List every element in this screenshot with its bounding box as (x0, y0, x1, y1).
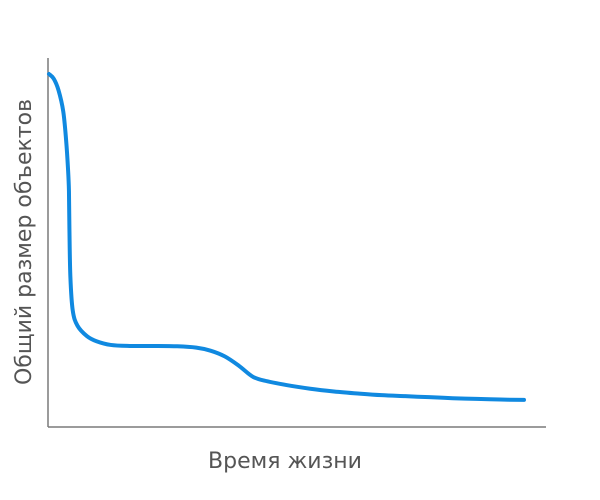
series-layer (47, 72, 526, 402)
x-axis-title: Время жизни (208, 449, 362, 474)
series-line-0 (47, 72, 526, 402)
axes (47, 58, 546, 428)
y-axis-title: Общий размер объектов (12, 99, 37, 385)
